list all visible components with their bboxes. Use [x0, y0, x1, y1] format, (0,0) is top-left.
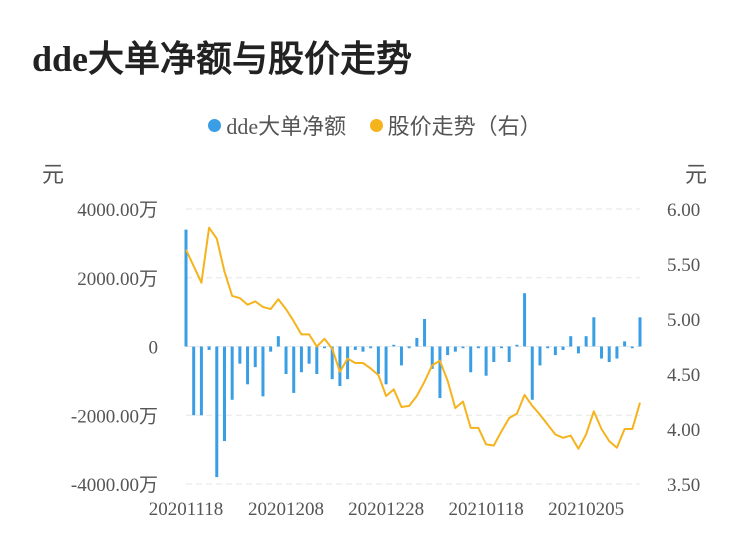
dde-bar — [207, 346, 211, 350]
dde-bar — [338, 346, 342, 387]
legend-item-price[interactable]: 股价走势（右） — [369, 109, 542, 141]
chart-legend: dde大单净额 股价走势（右） — [0, 109, 750, 141]
dde-bar — [430, 346, 434, 369]
dde-bar — [215, 346, 219, 478]
dde-bar — [376, 346, 380, 374]
right-tick-label: 4.50 — [667, 365, 700, 386]
dde-bar — [307, 346, 311, 364]
dde-bar — [584, 336, 588, 347]
dde-bar — [361, 346, 365, 352]
right-tick-label: 6.00 — [667, 200, 700, 221]
dde-bar — [523, 293, 527, 347]
x-tick-label: 20201118 — [149, 499, 224, 520]
right-tick-label: 5.00 — [667, 310, 700, 331]
legend-label-price: 股价走势（右） — [387, 114, 542, 139]
x-tick-label: 20210205 — [548, 499, 624, 520]
dde-bar — [330, 346, 334, 380]
dde-bar — [315, 346, 319, 374]
legend-item-dde[interactable]: dde大单净额 — [208, 109, 346, 141]
left-tick-label: 2000.00万 — [77, 269, 158, 290]
right-tick-label: 4.00 — [667, 420, 700, 441]
price-line — [185, 226, 641, 450]
dde-bar — [269, 346, 273, 352]
left-tick-label: 0 — [149, 338, 159, 359]
dde-bar — [299, 346, 303, 373]
dde-bar — [199, 346, 203, 416]
dde-bar — [292, 346, 296, 393]
dde-bar — [607, 346, 611, 362]
left-tick-label: -2000.00万 — [71, 406, 158, 427]
dde-bar — [530, 346, 534, 400]
dde-bar — [192, 346, 196, 416]
dde-bar — [507, 346, 511, 362]
right-tick-label: 3.50 — [667, 475, 700, 496]
dde-bar — [423, 319, 427, 347]
dde-bar — [538, 346, 542, 366]
x-tick-label: 20201208 — [248, 499, 324, 520]
legend-label-dde: dde大单净额 — [226, 114, 347, 139]
chart-title: dde大单净额与股价走势 — [32, 39, 413, 79]
dde-bar — [222, 346, 226, 442]
dde-bar — [253, 346, 257, 368]
dde-bar — [246, 346, 250, 385]
right-tick-label: 5.50 — [667, 255, 700, 276]
dde-bar — [384, 346, 388, 385]
dde-bar — [600, 346, 604, 359]
dde-bar — [438, 346, 442, 399]
dde-bar — [469, 346, 473, 373]
dde-bar — [592, 317, 596, 347]
dde-bar — [238, 346, 242, 364]
dde-bar — [576, 346, 580, 354]
legend-dot-price-icon — [369, 118, 383, 132]
dde-bar — [569, 336, 573, 347]
x-tick-label: 20201228 — [348, 499, 424, 520]
dde-bar — [561, 346, 565, 350]
left-tick-label: 4000.00万 — [77, 200, 158, 221]
left-tick-label: -4000.00万 — [71, 475, 158, 496]
dde-bar — [461, 346, 465, 349]
dde-bar — [630, 346, 634, 349]
dde-bar — [184, 229, 188, 347]
dde-bar — [484, 346, 488, 376]
dde-bar — [353, 346, 357, 350]
dde-bar — [284, 346, 288, 374]
dde-bar — [415, 337, 419, 347]
dde-bar — [553, 346, 557, 356]
legend-dot-dde-icon — [208, 118, 222, 132]
dde-bar — [499, 346, 503, 349]
dde-bar — [346, 346, 350, 380]
dde-bar — [369, 346, 373, 349]
dde-bar — [638, 317, 642, 347]
dde-bar — [453, 346, 457, 352]
dde-bar — [615, 346, 619, 359]
dde-bar — [492, 346, 496, 362]
dde-bar — [623, 341, 627, 347]
right-axis-unit: 元 — [685, 162, 708, 187]
dde-bar — [323, 346, 327, 349]
dde-bar — [261, 346, 265, 397]
left-axis-unit: 元 — [42, 162, 65, 187]
dde-bar — [230, 346, 234, 400]
dde-bar — [276, 336, 280, 347]
dde-bar — [476, 346, 480, 349]
x-tick-label: 20210118 — [448, 499, 523, 520]
dde-bar — [446, 346, 450, 356]
dde-bar — [407, 346, 411, 349]
dde-bar — [546, 346, 550, 349]
dde-bar — [399, 346, 403, 366]
dde-bar — [515, 344, 519, 347]
dde-bar — [392, 344, 396, 347]
